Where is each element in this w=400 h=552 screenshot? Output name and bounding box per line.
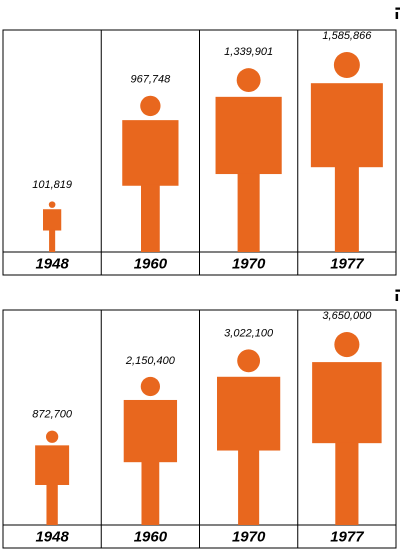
category-label: 1960 bbox=[134, 255, 168, 272]
figure-head bbox=[237, 349, 261, 373]
figure-legs bbox=[334, 166, 359, 252]
value-label: 101,819 bbox=[32, 179, 72, 191]
figure-legs bbox=[141, 184, 160, 252]
figure-legs bbox=[46, 483, 58, 525]
figure-body bbox=[122, 120, 179, 186]
value-label: 2,150,400 bbox=[125, 355, 176, 367]
figure-head bbox=[45, 430, 59, 443]
figure-head bbox=[333, 52, 360, 78]
figure-head bbox=[334, 332, 360, 358]
category-label: 1948 bbox=[35, 255, 69, 272]
value-label: 3,022,100 bbox=[224, 327, 274, 339]
figure-body bbox=[312, 362, 382, 444]
figure-head bbox=[236, 68, 261, 93]
figure-body bbox=[123, 399, 178, 463]
person-figure bbox=[310, 52, 383, 252]
figure-body bbox=[217, 376, 281, 451]
person-figure bbox=[122, 95, 179, 252]
category-label: 1948 bbox=[35, 528, 69, 545]
category-label: 1960 bbox=[134, 528, 168, 545]
category-label: 1970 bbox=[232, 528, 266, 545]
figure-legs bbox=[335, 442, 359, 525]
figure-legs bbox=[49, 229, 56, 252]
value-label: 1,585,866 bbox=[322, 30, 372, 42]
figure-legs bbox=[141, 461, 160, 525]
person-figure bbox=[123, 376, 178, 525]
person-figure bbox=[312, 332, 382, 525]
figure-body bbox=[215, 96, 282, 175]
person-figure bbox=[215, 68, 282, 252]
person-figure bbox=[43, 201, 62, 252]
category-label: 1977 bbox=[330, 528, 364, 545]
chart-title: מספר מצטבר של עולים שהגיעו למדינה bbox=[394, 3, 400, 24]
person-figure bbox=[35, 430, 70, 525]
value-label: 1,339,901 bbox=[224, 46, 273, 58]
category-label: 1970 bbox=[232, 255, 266, 272]
figure-body bbox=[310, 83, 383, 168]
figure-body bbox=[43, 209, 62, 231]
chart-title: גידול האוכלוסיה bbox=[394, 285, 400, 306]
figure-head bbox=[140, 376, 161, 397]
figure-legs bbox=[237, 173, 260, 252]
figure-head bbox=[48, 201, 56, 208]
value-label: 967,748 bbox=[130, 74, 171, 86]
value-label: 872,700 bbox=[32, 409, 73, 421]
figure-body bbox=[35, 445, 70, 485]
category-label: 1977 bbox=[330, 255, 364, 272]
figure-legs bbox=[238, 449, 260, 525]
person-figure bbox=[217, 349, 281, 525]
value-label: 3,650,000 bbox=[322, 310, 372, 322]
figure-head bbox=[140, 95, 161, 117]
